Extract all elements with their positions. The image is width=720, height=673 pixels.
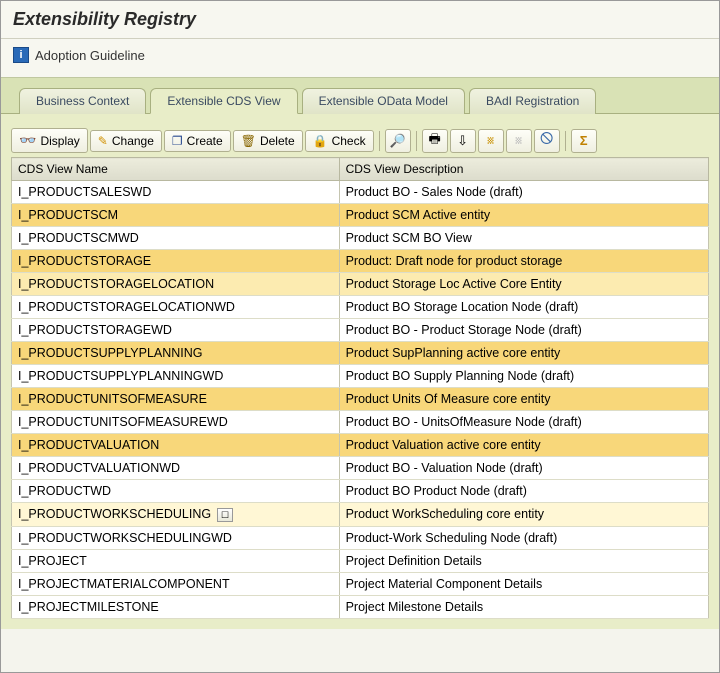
cell-cds-name[interactable]: I_PRODUCTWORKSCHEDULING☐ xyxy=(12,503,340,527)
display-label: Display xyxy=(40,134,79,148)
table-row[interactable]: I_PRODUCTSCMProduct SCM Active entity xyxy=(12,204,709,227)
export-icon[interactable]: ⇩ xyxy=(450,129,476,153)
table-row[interactable]: I_PRODUCTSUPPLYPLANNINGWDProduct BO Supp… xyxy=(12,365,709,388)
toolbar-sep-1 xyxy=(379,131,380,151)
guideline-row: i Adoption Guideline xyxy=(1,39,719,77)
cell-cds-name[interactable]: I_PRODUCTSTORAGEWD xyxy=(12,319,340,342)
table-row[interactable]: I_PRODUCTWORKSCHEDULINGWDProduct-Work Sc… xyxy=(12,526,709,549)
cell-cds-desc: Product BO - Sales Node (draft) xyxy=(339,181,708,204)
table-row[interactable]: I_PRODUCTSUPPLYPLANNINGProduct SupPlanni… xyxy=(12,342,709,365)
col-name-header[interactable]: CDS View Name xyxy=(12,158,340,181)
new-doc-icon: ❐ xyxy=(172,134,183,148)
col-desc-header[interactable]: CDS View Description xyxy=(339,158,708,181)
guideline-link[interactable]: Adoption Guideline xyxy=(35,48,145,63)
sum-icon[interactable]: Σ xyxy=(571,129,597,153)
table-row[interactable]: I_PRODUCTSTORAGEProduct: Draft node for … xyxy=(12,250,709,273)
toolbar: 👓 Display ✎ Change ❐ Create 🗑 Delete 🔒 C… xyxy=(11,128,709,153)
cell-cds-name[interactable]: I_PROJECT xyxy=(12,549,340,572)
cell-cds-name[interactable]: I_PRODUCTSUPPLYPLANNING xyxy=(12,342,340,365)
table-row[interactable]: I_PRODUCTSTORAGELOCATIONWDProduct BO Sto… xyxy=(12,296,709,319)
cell-cds-desc: Product SCM Active entity xyxy=(339,204,708,227)
delete-button[interactable]: 🗑 Delete xyxy=(233,130,303,152)
table-row[interactable]: I_PRODUCTUNITSOFMEASUREWDProduct BO - Un… xyxy=(12,411,709,434)
row-action-icon[interactable]: ☐ xyxy=(217,508,233,522)
cell-cds-name[interactable]: I_PROJECTMATERIALCOMPONENT xyxy=(12,572,340,595)
cell-cds-desc: Product BO - Valuation Node (draft) xyxy=(339,457,708,480)
table-row[interactable]: I_PRODUCTVALUATIONProduct Valuation acti… xyxy=(12,434,709,457)
cell-cds-name[interactable]: I_PRODUCTVALUATION xyxy=(12,434,340,457)
cell-cds-desc: Product Storage Loc Active Core Entity xyxy=(339,273,708,296)
lock-check-icon: 🔒 xyxy=(313,134,328,148)
create-button[interactable]: ❐ Create xyxy=(164,130,231,152)
cell-cds-desc: Project Material Component Details xyxy=(339,572,708,595)
cell-cds-desc: Product BO - UnitsOfMeasure Node (draft) xyxy=(339,411,708,434)
print-icon[interactable]: 🖶 xyxy=(422,129,448,153)
tab-extensible-cds-view[interactable]: Extensible CDS View xyxy=(150,88,297,114)
cell-cds-desc: Project Milestone Details xyxy=(339,595,708,618)
table-row[interactable]: I_PROJECTMATERIALCOMPONENTProject Materi… xyxy=(12,572,709,595)
tab-business-context[interactable]: Business Context xyxy=(19,88,146,114)
check-label: Check xyxy=(332,134,366,148)
table-row[interactable]: I_PRODUCTSTORAGEWDProduct BO - Product S… xyxy=(12,319,709,342)
table-row[interactable]: I_PRODUCTSTORAGELOCATIONProduct Storage … xyxy=(12,273,709,296)
create-label: Create xyxy=(187,134,223,148)
cell-cds-name[interactable]: I_PROJECTMILESTONE xyxy=(12,595,340,618)
cell-cds-desc: Product BO Storage Location Node (draft) xyxy=(339,296,708,319)
find-next-icon[interactable]: ␧ xyxy=(506,129,532,153)
cell-cds-name[interactable]: I_PRODUCTSTORAGELOCATION xyxy=(12,273,340,296)
cell-cds-desc: Product-Work Scheduling Node (draft) xyxy=(339,526,708,549)
cell-cds-name[interactable]: I_PRODUCTWORKSCHEDULINGWD xyxy=(12,526,340,549)
cell-cds-name[interactable]: I_PRODUCTWD xyxy=(12,480,340,503)
content-area: 👓 Display ✎ Change ❐ Create 🗑 Delete 🔒 C… xyxy=(1,113,719,629)
table-row[interactable]: I_PRODUCTVALUATIONWDProduct BO - Valuati… xyxy=(12,457,709,480)
change-label: Change xyxy=(112,134,154,148)
tab-badi-registration[interactable]: BAdI Registration xyxy=(469,88,596,114)
table-row[interactable]: I_PRODUCTWORKSCHEDULING☐Product WorkSche… xyxy=(12,503,709,527)
cell-cds-desc: Product BO Product Node (draft) xyxy=(339,480,708,503)
tab-bar: Business Context Extensible CDS View Ext… xyxy=(1,77,719,114)
table-row[interactable]: I_PROJECTProject Definition Details xyxy=(12,549,709,572)
cell-cds-desc: Product BO - Product Storage Node (draft… xyxy=(339,319,708,342)
info-icon: i xyxy=(13,47,29,63)
table-row[interactable]: I_PRODUCTUNITSOFMEASUREProduct Units Of … xyxy=(12,388,709,411)
toolbar-sep-2 xyxy=(416,131,417,151)
cell-cds-name[interactable]: I_PRODUCTSTORAGELOCATIONWD xyxy=(12,296,340,319)
pencil-icon: ✎ xyxy=(98,134,108,148)
glasses-icon: 👓 xyxy=(19,132,36,149)
cell-cds-desc: Product BO Supply Planning Node (draft) xyxy=(339,365,708,388)
cell-cds-name[interactable]: I_PRODUCTUNITSOFMEASURE xyxy=(12,388,340,411)
cell-cds-name[interactable]: I_PRODUCTSCM xyxy=(12,204,340,227)
table-row[interactable]: I_PRODUCTSALESWDProduct BO - Sales Node … xyxy=(12,181,709,204)
cell-cds-desc: Product Valuation active core entity xyxy=(339,434,708,457)
cell-cds-name[interactable]: I_PRODUCTVALUATIONWD xyxy=(12,457,340,480)
cell-cds-name[interactable]: I_PRODUCTUNITSOFMEASUREWD xyxy=(12,411,340,434)
cds-view-table: CDS View Name CDS View Description I_PRO… xyxy=(11,157,709,619)
find-icon[interactable]: ␧ xyxy=(478,129,504,153)
cell-cds-desc: Product WorkScheduling core entity xyxy=(339,503,708,527)
cell-cds-name[interactable]: I_PRODUCTSTORAGE xyxy=(12,250,340,273)
toolbar-sep-3 xyxy=(565,131,566,151)
cell-cds-desc: Product SupPlanning active core entity xyxy=(339,342,708,365)
cell-cds-name[interactable]: I_PRODUCTSALESWD xyxy=(12,181,340,204)
display-button[interactable]: 👓 Display xyxy=(11,128,88,153)
cell-cds-desc: Product Units Of Measure core entity xyxy=(339,388,708,411)
table-row[interactable]: I_PROJECTMILESTONEProject Milestone Deta… xyxy=(12,595,709,618)
header: Extensibility Registry xyxy=(1,1,719,39)
change-button[interactable]: ✎ Change xyxy=(90,130,162,152)
check-button[interactable]: 🔒 Check xyxy=(305,130,374,152)
cell-cds-desc: Product SCM BO View xyxy=(339,227,708,250)
filter-icon[interactable]: 🛇 xyxy=(534,129,560,153)
tab-extensible-odata-model[interactable]: Extensible OData Model xyxy=(302,88,465,114)
delete-label: Delete xyxy=(260,134,295,148)
cell-cds-desc: Project Definition Details xyxy=(339,549,708,572)
table-row[interactable]: I_PRODUCTSCMWDProduct SCM BO View xyxy=(12,227,709,250)
cell-cds-name[interactable]: I_PRODUCTSUPPLYPLANNINGWD xyxy=(12,365,340,388)
page-title: Extensibility Registry xyxy=(13,9,707,30)
trash-icon: 🗑 xyxy=(241,134,256,148)
cell-cds-name[interactable]: I_PRODUCTSCMWD xyxy=(12,227,340,250)
table-row[interactable]: I_PRODUCTWDProduct BO Product Node (draf… xyxy=(12,480,709,503)
cell-cds-desc: Product: Draft node for product storage xyxy=(339,250,708,273)
details-icon[interactable]: 🔎 xyxy=(385,129,411,153)
